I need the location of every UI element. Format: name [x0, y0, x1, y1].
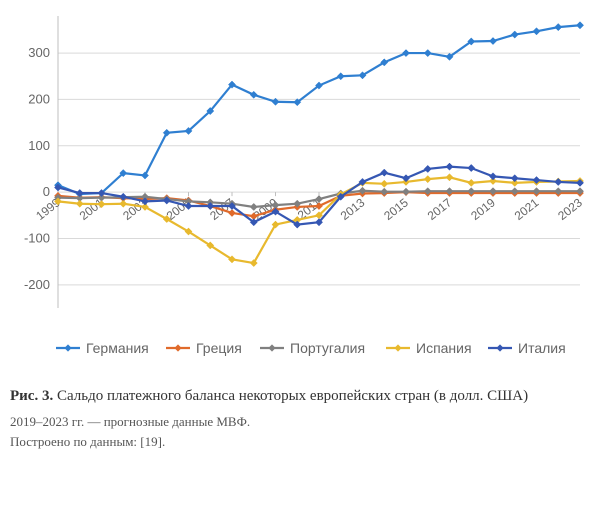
series-marker	[576, 22, 583, 29]
series-marker	[468, 179, 475, 186]
series-marker	[337, 73, 344, 80]
series-marker	[424, 176, 431, 183]
series-marker	[424, 165, 431, 172]
series-marker	[446, 163, 453, 170]
figure-caption: Рис. 3. Сальдо платежного баланса некото…	[10, 386, 588, 406]
series-marker	[533, 28, 540, 35]
series-marker	[381, 180, 388, 187]
note-source: Построено по данным: [19].	[10, 432, 588, 452]
series-marker	[402, 49, 409, 56]
series-marker	[468, 164, 475, 171]
series-marker	[250, 91, 257, 98]
legend-marker-icon	[268, 344, 275, 351]
y-tick-label: -200	[24, 277, 50, 292]
x-tick-label: 2021	[512, 195, 542, 223]
x-tick-label: 2015	[381, 195, 411, 223]
x-tick-label: 2013	[338, 195, 368, 223]
series-marker	[555, 178, 562, 185]
legend-label: Германия	[86, 340, 149, 356]
legend-label: Португалия	[290, 340, 365, 356]
legend-label: Италия	[518, 340, 566, 356]
legend-marker-icon	[496, 344, 503, 351]
legend-marker-icon	[64, 344, 71, 351]
y-tick-label: 0	[43, 184, 50, 199]
series-marker	[511, 31, 518, 38]
legend-label: Испания	[416, 340, 472, 356]
series-marker	[120, 200, 127, 207]
x-tick-label: 2017	[425, 195, 455, 223]
series-marker	[511, 175, 518, 182]
series-marker	[489, 37, 496, 44]
y-tick-label: 300	[28, 45, 50, 60]
legend-marker-icon	[174, 344, 181, 351]
series-line	[58, 25, 580, 194]
series-marker	[424, 49, 431, 56]
series-marker	[76, 200, 83, 207]
x-tick-label: 2023	[555, 195, 585, 223]
legend-label: Греция	[196, 340, 242, 356]
series-marker	[402, 188, 409, 195]
y-tick-label: 200	[28, 91, 50, 106]
note-forecast: 2019–2023 гг. — прогнозные данные МВФ.	[10, 412, 588, 432]
figure-title: Сальдо платежного баланса некоторых евро…	[57, 388, 528, 404]
x-tick-label: 2019	[468, 195, 498, 223]
series-marker	[489, 173, 496, 180]
legend-marker-icon	[394, 344, 401, 351]
series-marker	[446, 174, 453, 181]
y-tick-label: -100	[24, 230, 50, 245]
line-chart: -200-10001002003001999200120032005200720…	[10, 8, 586, 378]
figure-notes: 2019–2023 гг. — прогнозные данные МВФ. П…	[10, 412, 588, 451]
figure-label: Рис. 3.	[10, 388, 53, 404]
series-marker	[555, 24, 562, 31]
series-marker	[381, 169, 388, 176]
y-tick-label: 100	[28, 138, 50, 153]
chart-area: -200-10001002003001999200120032005200720…	[10, 8, 586, 378]
series-marker	[76, 189, 83, 196]
